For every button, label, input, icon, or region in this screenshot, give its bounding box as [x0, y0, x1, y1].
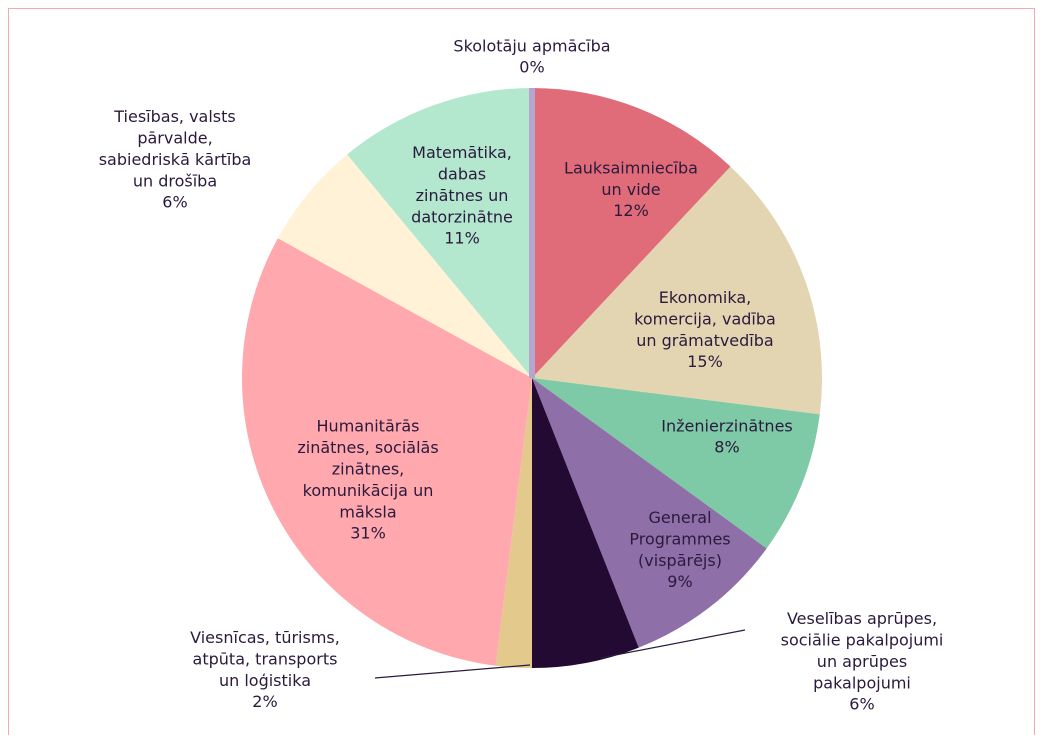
value-label: 2% [252, 692, 277, 711]
value-label: 12% [613, 201, 649, 220]
pie-slice [532, 378, 639, 668]
value-label: 31% [350, 523, 386, 542]
value-label: 11% [444, 229, 480, 248]
value-label: 6% [849, 695, 874, 714]
value-label: 6% [162, 193, 187, 212]
slice-label: Veselības aprūpes, sociālie pakalpojumi un… [781, 609, 944, 693]
pie-slice [495, 378, 532, 668]
labels: Lauksaimniecība un vide 12% Ekonomika, komer… [99, 36, 944, 714]
value-label: 8% [714, 437, 739, 456]
slice-label: Matemātika, dabas zinātnes un datorzinātne [411, 143, 513, 227]
pie [241, 88, 822, 668]
pie-slice [241, 238, 532, 666]
pie-slice [532, 378, 820, 549]
pie-slice [532, 166, 822, 415]
slice-label: Viesnīcas, tūrisms, atpūta, transports un … [190, 627, 340, 689]
slice-label: Humanitārās zinātnes, sociālās zinātnes, ko… [297, 416, 438, 521]
leader-line [374, 664, 531, 679]
slice-label: Tiesības, valsts pārvalde, sabiedriskā kār… [99, 107, 252, 191]
slice-label: Ekonomika, komercija, vadība un grāmatvedī… [634, 287, 776, 349]
value-label: 15% [687, 352, 723, 371]
slice-label: Inženierzinātnes [661, 416, 793, 435]
pie-slice [277, 154, 532, 378]
value-label: 0% [519, 57, 544, 76]
pie-slice [532, 378, 767, 648]
leader-line [599, 629, 746, 659]
value-label: 9% [667, 572, 692, 591]
frame [8, 8, 1035, 739]
slice-label: Lauksaimniecība un vide [564, 158, 698, 199]
pie-slice [532, 88, 731, 378]
pie-slice [347, 88, 532, 378]
slice-label: Skolotāju apmācība [453, 36, 610, 55]
slice-label: General Programmes (vispārējs) [629, 507, 730, 569]
